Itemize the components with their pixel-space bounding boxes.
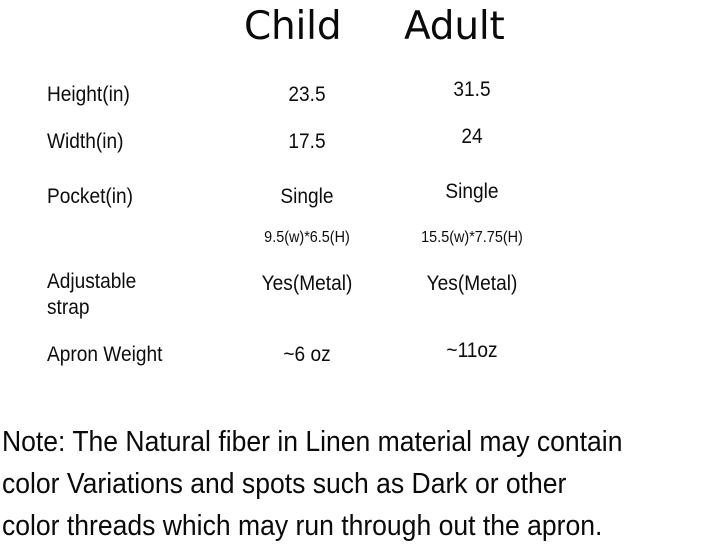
row-value-width-adult: 24 bbox=[461, 125, 483, 148]
specification-table: Height(in) 23.5 31.5 Width(in) 17.5 24 P… bbox=[47, 78, 523, 366]
column-header-child: Child bbox=[244, 4, 342, 49]
row-label-adjustable-strap-line1: Adjustable bbox=[47, 270, 137, 293]
row-value-height-child: 23.5 bbox=[288, 83, 326, 106]
row-value-pocket-adult: Single bbox=[445, 180, 499, 203]
row-subvalue-pocket-adult: 15.5(w)*7.75(H) bbox=[421, 229, 523, 246]
row-value-weight-adult: ~11oz bbox=[446, 339, 498, 362]
material-note: Note: The Natural fiber in Linen materia… bbox=[2, 421, 657, 547]
row-value-height-adult: 31.5 bbox=[453, 78, 491, 101]
row-label-apron-weight: Apron Weight bbox=[47, 343, 163, 366]
row-value-weight-child: ~6 oz bbox=[283, 343, 331, 366]
row-value-pocket-child: Single bbox=[280, 185, 334, 208]
material-note-line-2: color Variations and spots such as Dark … bbox=[2, 468, 567, 500]
table-header-row: Child Adult bbox=[0, 0, 720, 60]
material-note-line-1: Note: The Natural fiber in Linen materia… bbox=[2, 426, 623, 458]
row-label-height: Height(in) bbox=[47, 83, 130, 106]
column-header-adult: Adult bbox=[404, 4, 505, 49]
row-label-width: Width(in) bbox=[47, 130, 124, 153]
row-value-strap-adult: Yes(Metal) bbox=[426, 272, 518, 295]
material-note-line-3: color threads which may run through out … bbox=[2, 510, 603, 542]
row-label-pocket: Pocket(in) bbox=[47, 185, 134, 208]
row-value-width-child: 17.5 bbox=[288, 130, 326, 153]
row-label-adjustable-strap: Adjustable strap bbox=[47, 269, 136, 321]
row-value-strap-child: Yes(Metal) bbox=[261, 272, 353, 295]
row-subvalue-pocket-child: 9.5(w)*6.5(H) bbox=[264, 229, 350, 246]
row-label-adjustable-strap-line2: strap bbox=[47, 296, 90, 319]
